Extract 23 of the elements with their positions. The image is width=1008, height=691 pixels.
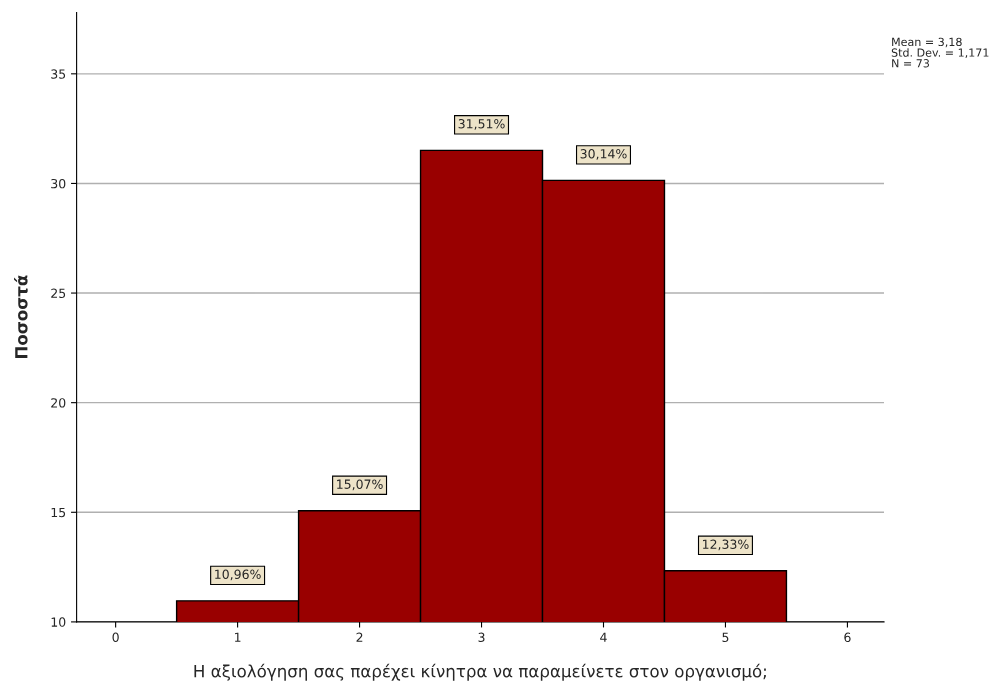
x-tick-label: 3 [478, 632, 485, 642]
data-label: 12,33% [703, 539, 749, 551]
text: Std. Dev. = 1,171 [891, 48, 989, 58]
x-tick-label: 1 [235, 632, 241, 642]
text: Mean = 3,18 [892, 37, 962, 48]
x-tick-label: 4 [600, 632, 607, 642]
y-tick-label: 30 [51, 178, 66, 189]
x-tick-label: 6 [844, 632, 851, 642]
x-tick-label: 5 [722, 632, 729, 642]
data-label: 15,07% [337, 479, 383, 491]
data-label: 30,14% [580, 149, 627, 160]
y-tick-label: 35 [51, 69, 66, 79]
y-axis-title: Ποσοστά [14, 275, 28, 359]
text: N = 73 [892, 59, 930, 68]
data-label: 31,51% [458, 119, 505, 130]
y-tick-label: 15 [51, 507, 66, 518]
data-label: 10,96% [215, 569, 261, 581]
y-tick-label: 25 [51, 288, 66, 298]
x-axis-title: Η αξιολόγηση σας παρέχει κίνητρα να παραμείνετε στον οργανισμό; [194, 663, 766, 681]
y-tick-label: 10 [51, 617, 66, 627]
y-tick-label: 20 [51, 398, 66, 408]
x-tick-label: 0 [112, 632, 119, 642]
x-tick-label: 2 [356, 632, 363, 642]
